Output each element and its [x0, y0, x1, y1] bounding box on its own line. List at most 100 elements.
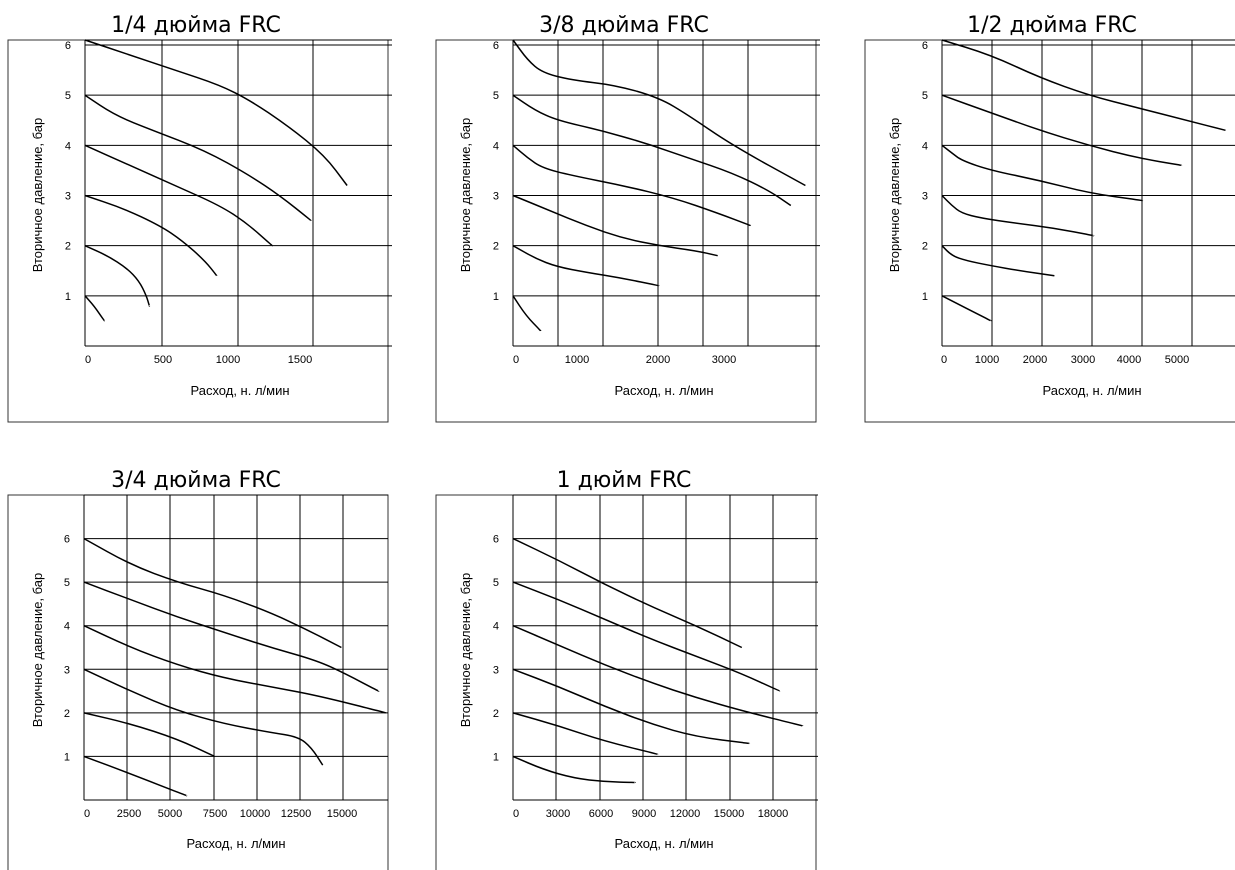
series-line — [83, 668, 324, 766]
y-tick-label: 6 — [493, 40, 499, 52]
series-line — [84, 245, 151, 307]
series-line — [941, 245, 1055, 277]
x-tick-label: 1000 — [975, 354, 999, 366]
x-tick-label: 0 — [513, 354, 519, 366]
y-tick-labels: 1 2 3 4 5 6 — [493, 40, 499, 303]
y-tick-label: 1 — [65, 291, 71, 303]
x-tick-label: 1000 — [565, 354, 589, 366]
x-tick-labels: 0 1000 2000 3000 4000 5000 — [941, 354, 1189, 366]
series-line — [83, 537, 342, 649]
x-axis-label: Расход, н. л/мин — [190, 383, 289, 398]
x-tick-labels: 0 1000 2000 3000 — [513, 354, 736, 366]
y-axis-label: Вторичное давление, бар — [458, 573, 473, 728]
y-tick-label: 5 — [64, 577, 70, 589]
y-tick-labels: 1 2 3 4 5 6 — [65, 40, 71, 303]
chart-quarter-inch: 1/4 дюйма FRC 1 2 3 4 5 6 0 500 1000 1500 Расход… — [7, 13, 392, 423]
series-group — [84, 39, 348, 322]
series-line — [941, 39, 1226, 132]
y-axis-label: Вторичное давление, бар — [458, 118, 473, 273]
chart-three-eighths-inch: 3/8 дюйма FRC 1 2 3 4 5 6 0 1000 2000 3000 Расхо… — [435, 13, 820, 423]
y-tick-label: 3 — [493, 664, 499, 676]
x-tick-label: 4000 — [1117, 354, 1141, 366]
y-axis-label: Вторичное давление, бар — [30, 573, 45, 728]
x-axis-label: Расход, н. л/мин — [614, 836, 713, 851]
y-tick-label: 2 — [64, 708, 70, 720]
series-line — [512, 295, 542, 332]
x-axis-label: Расход, н. л/мин — [1042, 383, 1141, 398]
y-tick-label: 3 — [65, 191, 71, 203]
series-group — [512, 39, 806, 332]
series-line — [941, 144, 1144, 202]
chart-half-inch: 1/2 дюйма FRC 1 2 3 4 5 6 0 1000 2000 3000 4000 50… — [864, 13, 1235, 423]
series-group — [941, 39, 1226, 322]
series-line — [83, 625, 387, 714]
chart-one-inch: 1 дюйм FRC 1 2 3 4 5 6 0 3000 6000 9000 12000 1500… — [435, 468, 818, 870]
x-tick-label: 2000 — [1023, 354, 1047, 366]
series-line — [84, 39, 348, 187]
y-tick-label: 1 — [64, 751, 70, 763]
y-axis-label: Вторичное давление, бар — [887, 118, 902, 273]
series-line — [512, 712, 659, 756]
x-tick-label: 12000 — [670, 808, 701, 820]
series-line — [512, 194, 718, 257]
y-tick-label: 2 — [493, 708, 499, 720]
y-tick-labels: 1 2 3 4 5 6 — [64, 534, 70, 764]
y-tick-label: 4 — [922, 140, 928, 152]
y-tick-labels: 1 2 3 4 5 6 — [922, 40, 928, 303]
series-line — [512, 581, 781, 692]
y-tick-label: 1 — [922, 291, 928, 303]
series-line — [512, 755, 636, 784]
y-tick-label: 2 — [493, 241, 499, 253]
x-tick-label: 1500 — [288, 354, 312, 366]
x-tick-label: 5000 — [1165, 354, 1189, 366]
series-line — [941, 295, 992, 322]
plot-grid — [941, 39, 1235, 347]
x-tick-label: 6000 — [589, 808, 613, 820]
y-tick-label: 5 — [493, 90, 499, 102]
x-tick-label: 9000 — [632, 808, 656, 820]
y-tick-label: 1 — [493, 291, 499, 303]
y-tick-label: 3 — [493, 191, 499, 203]
y-tick-label: 6 — [64, 534, 70, 546]
y-tick-label: 1 — [493, 751, 499, 763]
series-group — [512, 537, 803, 784]
y-tick-label: 2 — [922, 241, 928, 253]
x-tick-label: 2500 — [117, 808, 141, 820]
y-tick-label: 5 — [493, 577, 499, 589]
y-tick-label: 5 — [65, 90, 71, 102]
series-line — [941, 194, 1095, 237]
plot-grid — [84, 39, 392, 347]
y-tick-label: 4 — [493, 140, 499, 152]
series-line — [84, 194, 218, 277]
x-axis-label: Расход, н. л/мин — [186, 836, 285, 851]
series-line — [83, 712, 215, 758]
x-tick-label: 0 — [513, 808, 519, 820]
x-tick-labels: 0 2500 5000 7500 10000 12500 15000 — [84, 808, 357, 820]
series-line — [512, 625, 803, 727]
y-tick-label: 3 — [64, 664, 70, 676]
x-tick-label: 0 — [941, 354, 947, 366]
x-tick-label: 15000 — [327, 808, 358, 820]
y-tick-label: 6 — [65, 40, 71, 52]
chart-title: 1/2 дюйма FRC — [967, 13, 1137, 38]
x-axis-label: Расход, н. л/мин — [614, 383, 713, 398]
x-tick-label: 10000 — [240, 808, 271, 820]
y-tick-label: 6 — [493, 534, 499, 546]
series-line — [941, 94, 1183, 167]
y-axis-label: Вторичное давление, бар — [30, 118, 45, 273]
x-tick-label: 2000 — [646, 354, 670, 366]
chart-title: 1/4 дюйма FRC — [111, 13, 281, 38]
series-line — [512, 537, 743, 649]
x-tick-label: 18000 — [758, 808, 789, 820]
x-tick-label: 3000 — [546, 808, 570, 820]
series-group — [83, 537, 387, 797]
y-tick-label: 4 — [493, 621, 499, 633]
x-tick-label: 7500 — [203, 808, 227, 820]
chart-title: 3/4 дюйма FRC — [111, 468, 281, 493]
y-tick-label: 4 — [65, 140, 71, 152]
x-tick-label: 0 — [85, 354, 91, 366]
y-tick-labels: 1 2 3 4 5 6 — [493, 534, 499, 764]
series-line — [84, 94, 312, 222]
chart-title: 3/8 дюйма FRC — [539, 13, 709, 38]
x-tick-label: 3000 — [1071, 354, 1095, 366]
